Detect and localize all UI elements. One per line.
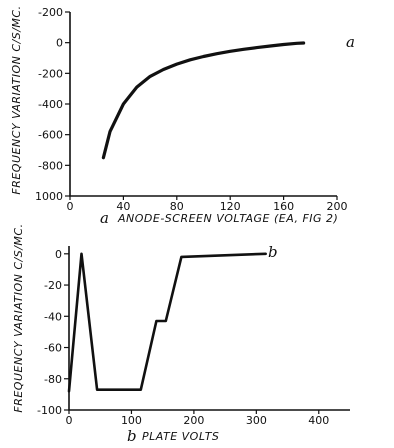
chart-b-x-tick-label: 400 <box>308 414 329 427</box>
chart-a-y-tick-label: 1000 <box>35 190 63 203</box>
chart-b-axes <box>68 246 350 411</box>
chart-a-y-tick-label: -600 <box>38 129 63 142</box>
chart-a-curve-label: a <box>346 33 355 51</box>
chart-a-x-tick-label: 200 <box>327 200 348 213</box>
chart-a-y-tick-label: -200 <box>38 67 63 80</box>
chart-b-y-tick-label: -20 <box>44 279 62 292</box>
chart-b-x-axis-label: PLATE VOLTS <box>142 430 219 443</box>
chart-b-y-tick-label: -60 <box>44 342 62 355</box>
chart-b-y-tick-label: 0 <box>55 248 62 261</box>
chart-a-y-tick-label: 0 <box>56 37 63 50</box>
chart-b-x-tick-label: 0 <box>66 414 73 427</box>
chart-a-x-tick-label: 0 <box>67 200 74 213</box>
chart-a-x-tick-label: 160 <box>273 200 294 213</box>
chart-a-panel-label: a <box>100 209 109 227</box>
chart-b-x-tick-label: 200 <box>183 414 204 427</box>
chart-b-x-tick-label: 300 <box>246 414 267 427</box>
chart-b-panel-label: b <box>127 427 137 445</box>
chart-b-curve-label: b <box>268 243 278 261</box>
chart-a-curve <box>101 41 306 160</box>
chart-a-y-tick-label: -400 <box>38 98 63 111</box>
chart-b-y-tick-label: -100 <box>37 404 62 417</box>
chart-b-y-tick-label: -80 <box>44 373 62 386</box>
chart-b-curve <box>67 252 267 393</box>
chart-b-x-tick-label: 100 <box>121 414 142 427</box>
chart-a-x-tick-label: 120 <box>220 200 241 213</box>
chart-a-y-axis-label: FREQUENCY VARIATION C/S/MC. <box>10 5 23 194</box>
chart-a-axes <box>69 12 337 197</box>
chart-a-x-tick-label: 80 <box>170 200 184 213</box>
chart-a-y-tick-label: -200 <box>38 6 63 19</box>
chart-b-y-axis-label: FREQUENCY VARIATION C/S/MC. <box>12 223 25 412</box>
chart-a-x-tick-label: 40 <box>116 200 130 213</box>
chart-a: -200 0 -200 -400 -600 -800 1000 0 40 80 120 160 200… <box>10 5 355 227</box>
chart-a-y-tick-label: -800 <box>38 159 63 172</box>
chart-b: 0 -20 -40 -60 -80 -100 0 100 200 300 400 b FREQUE… <box>12 223 350 445</box>
chart-b-y-tick-label: -40 <box>44 310 62 323</box>
chart-a-x-axis-label: ANODE-SCREEN VOLTAGE (EA, FIG 2) <box>117 212 338 225</box>
